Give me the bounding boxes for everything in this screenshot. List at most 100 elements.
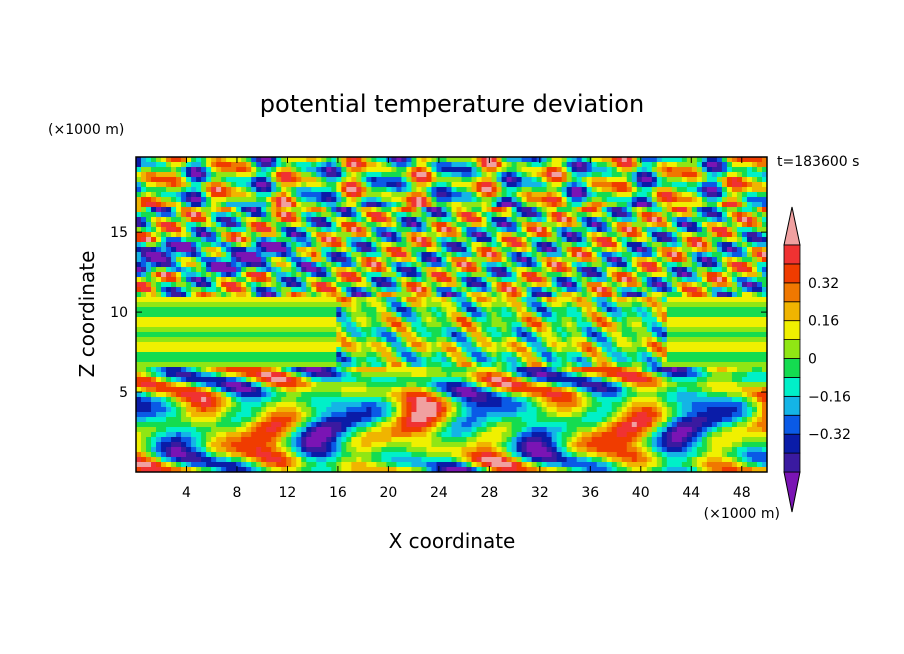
- field-cell: [516, 317, 523, 323]
- field-cell: [761, 197, 767, 203]
- field-cell: [741, 277, 748, 283]
- field-cell: [491, 157, 498, 163]
- field-cell: [321, 227, 327, 233]
- field-cell: [761, 232, 767, 238]
- field-cell: [366, 182, 372, 188]
- field-cell: [341, 172, 347, 178]
- field-cell: [571, 317, 578, 323]
- field-cell: [576, 342, 583, 348]
- field-cell: [741, 182, 748, 188]
- field-cell: [651, 337, 658, 343]
- field-cell: [716, 202, 723, 208]
- field-cell: [506, 272, 513, 278]
- field-cell: [341, 242, 347, 248]
- field-cell: [336, 327, 342, 333]
- field-cell: [371, 342, 377, 348]
- field-cell: [281, 327, 287, 333]
- field-cell: [486, 242, 493, 248]
- field-cell: [581, 287, 588, 293]
- field-cell: [486, 302, 493, 308]
- field-cell: [601, 322, 608, 328]
- field-cell: [296, 262, 302, 268]
- field-cell: [701, 217, 708, 223]
- field-cell: [191, 322, 197, 328]
- field-cell: [386, 272, 393, 278]
- field-cell: [216, 312, 222, 318]
- field-cell: [256, 242, 262, 248]
- field-cell: [616, 197, 623, 203]
- field-cell: [176, 347, 182, 353]
- field-cell: [741, 252, 748, 258]
- field-cell: [461, 212, 468, 218]
- field-cell: [576, 272, 583, 278]
- field-cell: [186, 257, 192, 263]
- field-cell: [596, 247, 603, 253]
- field-cell: [671, 282, 678, 288]
- field-cell: [391, 262, 398, 268]
- field-cell: [591, 307, 598, 313]
- field-cell: [141, 227, 147, 233]
- field-cell: [521, 352, 528, 358]
- field-cell: [136, 342, 142, 348]
- field-cell: [576, 197, 583, 203]
- field-cell: [376, 337, 382, 343]
- field-cell: [261, 207, 267, 213]
- field-cell: [446, 337, 453, 343]
- field-cell: [411, 312, 418, 318]
- field-cell: [701, 232, 708, 238]
- field-cell: [331, 177, 337, 183]
- field-cell: [621, 307, 628, 313]
- field-cell: [456, 242, 463, 248]
- field-cell: [716, 167, 723, 173]
- field-cell: [736, 177, 743, 183]
- field-cell: [291, 257, 297, 263]
- field-cell: [146, 192, 152, 198]
- field-cell: [156, 187, 162, 193]
- field-cell: [241, 277, 247, 283]
- field-cell: [266, 202, 272, 208]
- field-cell: [576, 217, 583, 223]
- field-cell: [386, 177, 393, 183]
- field-cell: [481, 257, 488, 263]
- field-cell: [451, 292, 458, 298]
- field-cell: [171, 157, 177, 163]
- field-cell: [736, 212, 743, 218]
- field-cell: [236, 202, 242, 208]
- field-cell: [156, 202, 162, 208]
- field-cell: [601, 292, 608, 298]
- field-cell: [321, 342, 327, 348]
- field-cell: [311, 342, 317, 348]
- field-cell: [401, 217, 408, 223]
- field-cell: [581, 337, 588, 343]
- field-cell: [136, 322, 142, 328]
- field-cell: [541, 232, 548, 238]
- field-cell: [571, 257, 578, 263]
- field-cell: [366, 247, 372, 253]
- field-cell: [301, 197, 307, 203]
- field-cell: [246, 332, 252, 338]
- field-cell: [641, 172, 648, 178]
- field-cell: [586, 222, 593, 228]
- field-cell: [226, 317, 232, 323]
- field-cell: [221, 172, 227, 178]
- field-cell: [271, 312, 277, 318]
- field-cell: [761, 242, 767, 248]
- field-cell: [181, 257, 187, 263]
- field-cell: [496, 187, 503, 193]
- field-cell: [331, 317, 337, 323]
- field-cell: [621, 227, 628, 233]
- field-cell: [286, 257, 292, 263]
- field-cell: [696, 317, 703, 323]
- field-cell: [301, 317, 307, 323]
- field-cell: [241, 302, 247, 308]
- field-cell: [391, 247, 398, 253]
- field-cell: [566, 162, 573, 168]
- field-cell: [176, 187, 182, 193]
- field-cell: [516, 352, 523, 358]
- field-cell: [506, 172, 513, 178]
- field-cell: [696, 227, 703, 233]
- field-cell: [726, 187, 733, 193]
- field-cell: [191, 242, 197, 248]
- field-cell: [521, 207, 528, 213]
